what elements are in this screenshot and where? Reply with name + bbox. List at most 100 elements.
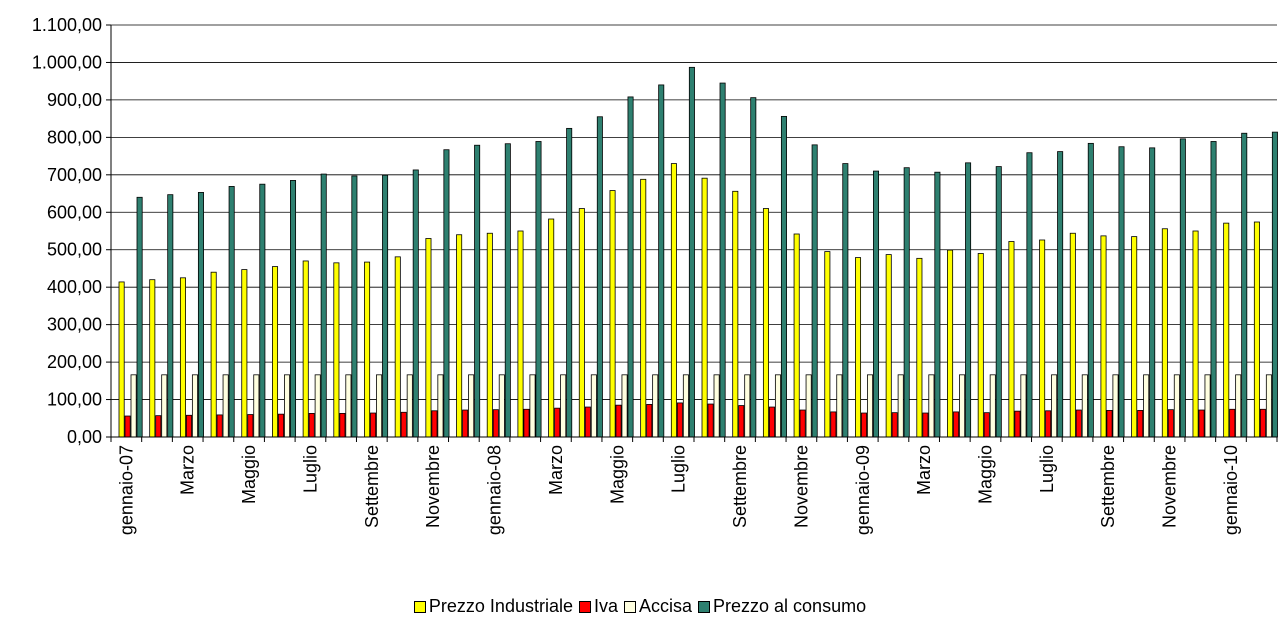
bar [713,374,720,438]
x-tick-label: Novembre [791,445,811,528]
bar [774,374,781,438]
bar [498,374,505,438]
bar [253,374,260,438]
bar [1253,221,1260,438]
bars [118,66,1278,438]
bar [167,194,174,438]
bar [934,171,941,438]
bar [290,180,297,438]
bar [437,374,444,438]
bar [155,415,162,438]
bar [1118,146,1125,438]
bar [284,374,291,438]
bar [897,374,904,438]
x-tick-label: Settembre [362,445,382,528]
bar [1008,241,1015,438]
x-tick-label: Marzo [178,445,198,495]
bar [1235,374,1242,438]
bar [136,196,143,438]
bar [1210,141,1217,438]
bar [191,374,198,438]
bar [1161,228,1168,438]
bar [861,412,868,438]
legend-item-prezzo-al-consumo: Prezzo al consumo [698,596,866,617]
bar [149,279,156,438]
bar [161,374,168,438]
bar [351,175,358,438]
bar [492,409,499,438]
bar [1057,151,1064,438]
legend-label: Iva [593,596,618,616]
bar [1143,374,1150,438]
bar [320,173,327,438]
bar [965,162,972,438]
bar-chart: 0,00 100,00 200,00 300,00 400,00 500,00 600,00… [32,15,1278,535]
bar [278,413,285,438]
bar [1223,222,1230,438]
y-tick-label: 0,00 [67,427,102,447]
bar [272,266,279,438]
bar [468,374,475,438]
bar [554,407,561,438]
bar [566,127,573,438]
bar [903,167,910,438]
bar [216,414,223,438]
bar [406,374,413,438]
bar [462,409,469,438]
bar [259,183,266,438]
x-tick-label: Luglio [669,445,689,493]
bar [1045,410,1052,438]
legend-swatch [698,600,711,613]
bar [682,374,689,438]
bar [646,404,653,438]
bar [124,415,131,438]
bar [1100,235,1107,438]
bar [1106,410,1113,438]
bar [916,257,923,438]
x-tick-label: Settembre [1098,445,1118,528]
y-tick-label: 800,00 [47,127,102,147]
y-tick-label: 500,00 [47,240,102,260]
bar [548,218,555,438]
bar [1204,374,1211,438]
bar [535,141,542,438]
bar [529,374,536,438]
bar [855,257,862,438]
bar [241,269,248,438]
y-tick-label: 400,00 [47,277,102,297]
bar [185,414,192,438]
bar [370,412,377,438]
bar [130,374,137,438]
x-tick-label: Marzo [914,445,934,495]
bar [504,143,511,438]
bar [1026,152,1033,438]
bar [382,174,389,438]
bar [302,260,309,438]
bar [867,374,874,438]
bar [989,374,996,438]
legend-label: Prezzo Industriale [428,596,573,616]
bar [1039,239,1046,438]
bar [596,116,603,438]
bar [750,97,757,438]
x-tick-label: Maggio [239,445,259,504]
legend-item-iva: Iva [578,596,618,617]
bar [811,144,818,438]
y-axis-labels: 0,00 100,00 200,00 300,00 400,00 500,00 600,00… [32,15,102,447]
bar [400,411,407,438]
bar [210,271,217,438]
x-tick-label: Maggio [607,445,627,504]
bar [1020,374,1027,438]
y-tick-label: 600,00 [47,202,102,222]
bar [1265,374,1272,438]
bar [412,169,419,438]
legend-swatch [413,600,426,613]
bar [805,374,812,438]
bar [523,408,530,438]
bar [842,163,849,438]
legend-item-prezzo-industriale: Prezzo Industriale [413,596,573,617]
x-tick-label: Marzo [546,445,566,495]
bar [762,208,769,438]
bar [1167,409,1174,438]
bar [609,190,616,438]
